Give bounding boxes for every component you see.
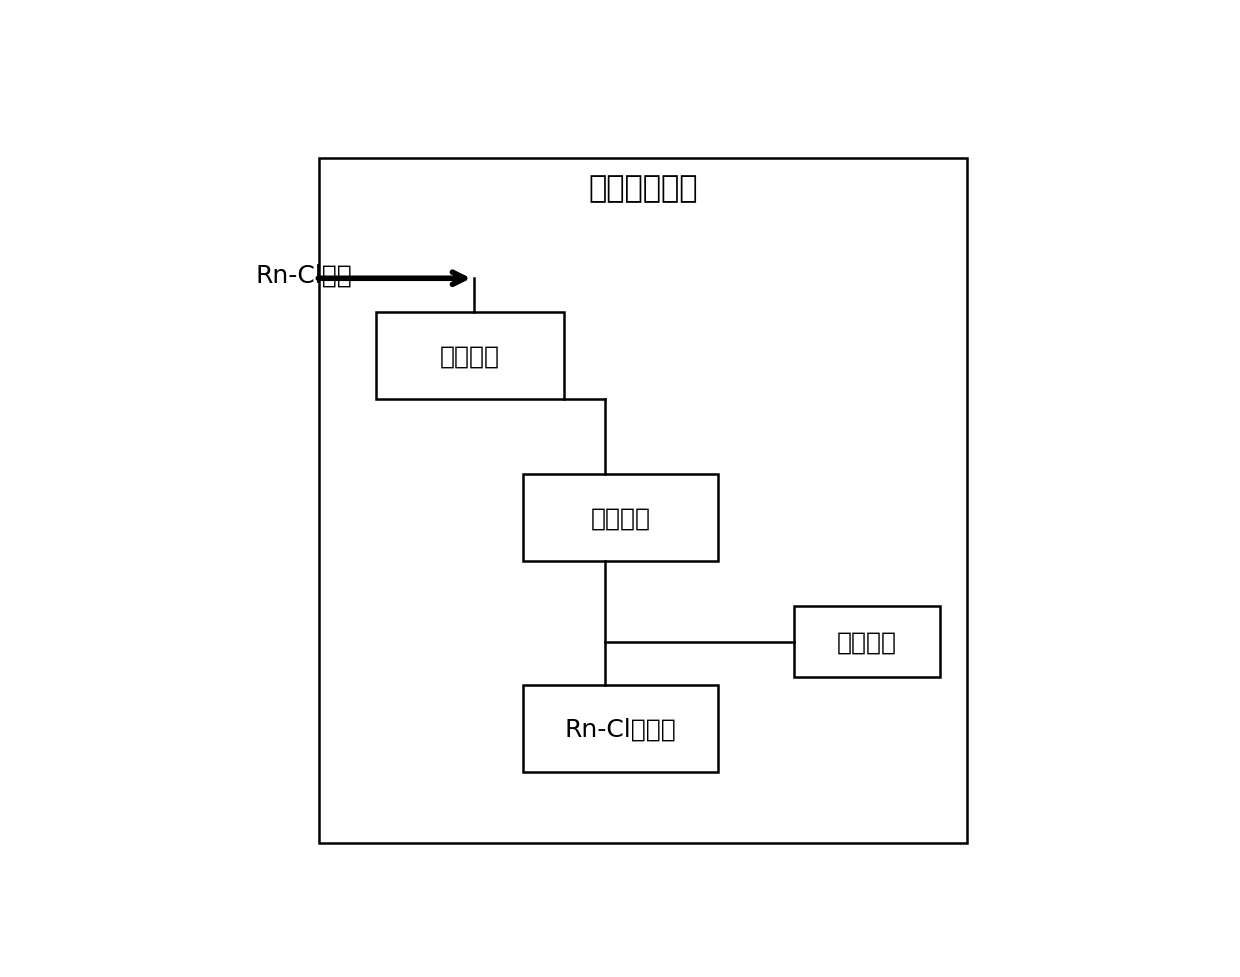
Text: 真空系统: 真空系统 [837,630,897,654]
Bar [319,158,967,843]
Bar [522,685,718,772]
Text: 二级深冷: 二级深冷 [590,506,651,530]
Text: 一级冷却: 一级冷却 [440,344,500,368]
Text: Rn-Cl收集槽: Rn-Cl收集槽 [564,716,676,741]
Text: 尾气回收系统: 尾气回收系统 [588,174,698,203]
Bar [522,475,718,561]
Text: Rn-Cl尾气: Rn-Cl尾气 [255,263,352,287]
Bar [376,313,564,400]
Bar [794,606,940,678]
